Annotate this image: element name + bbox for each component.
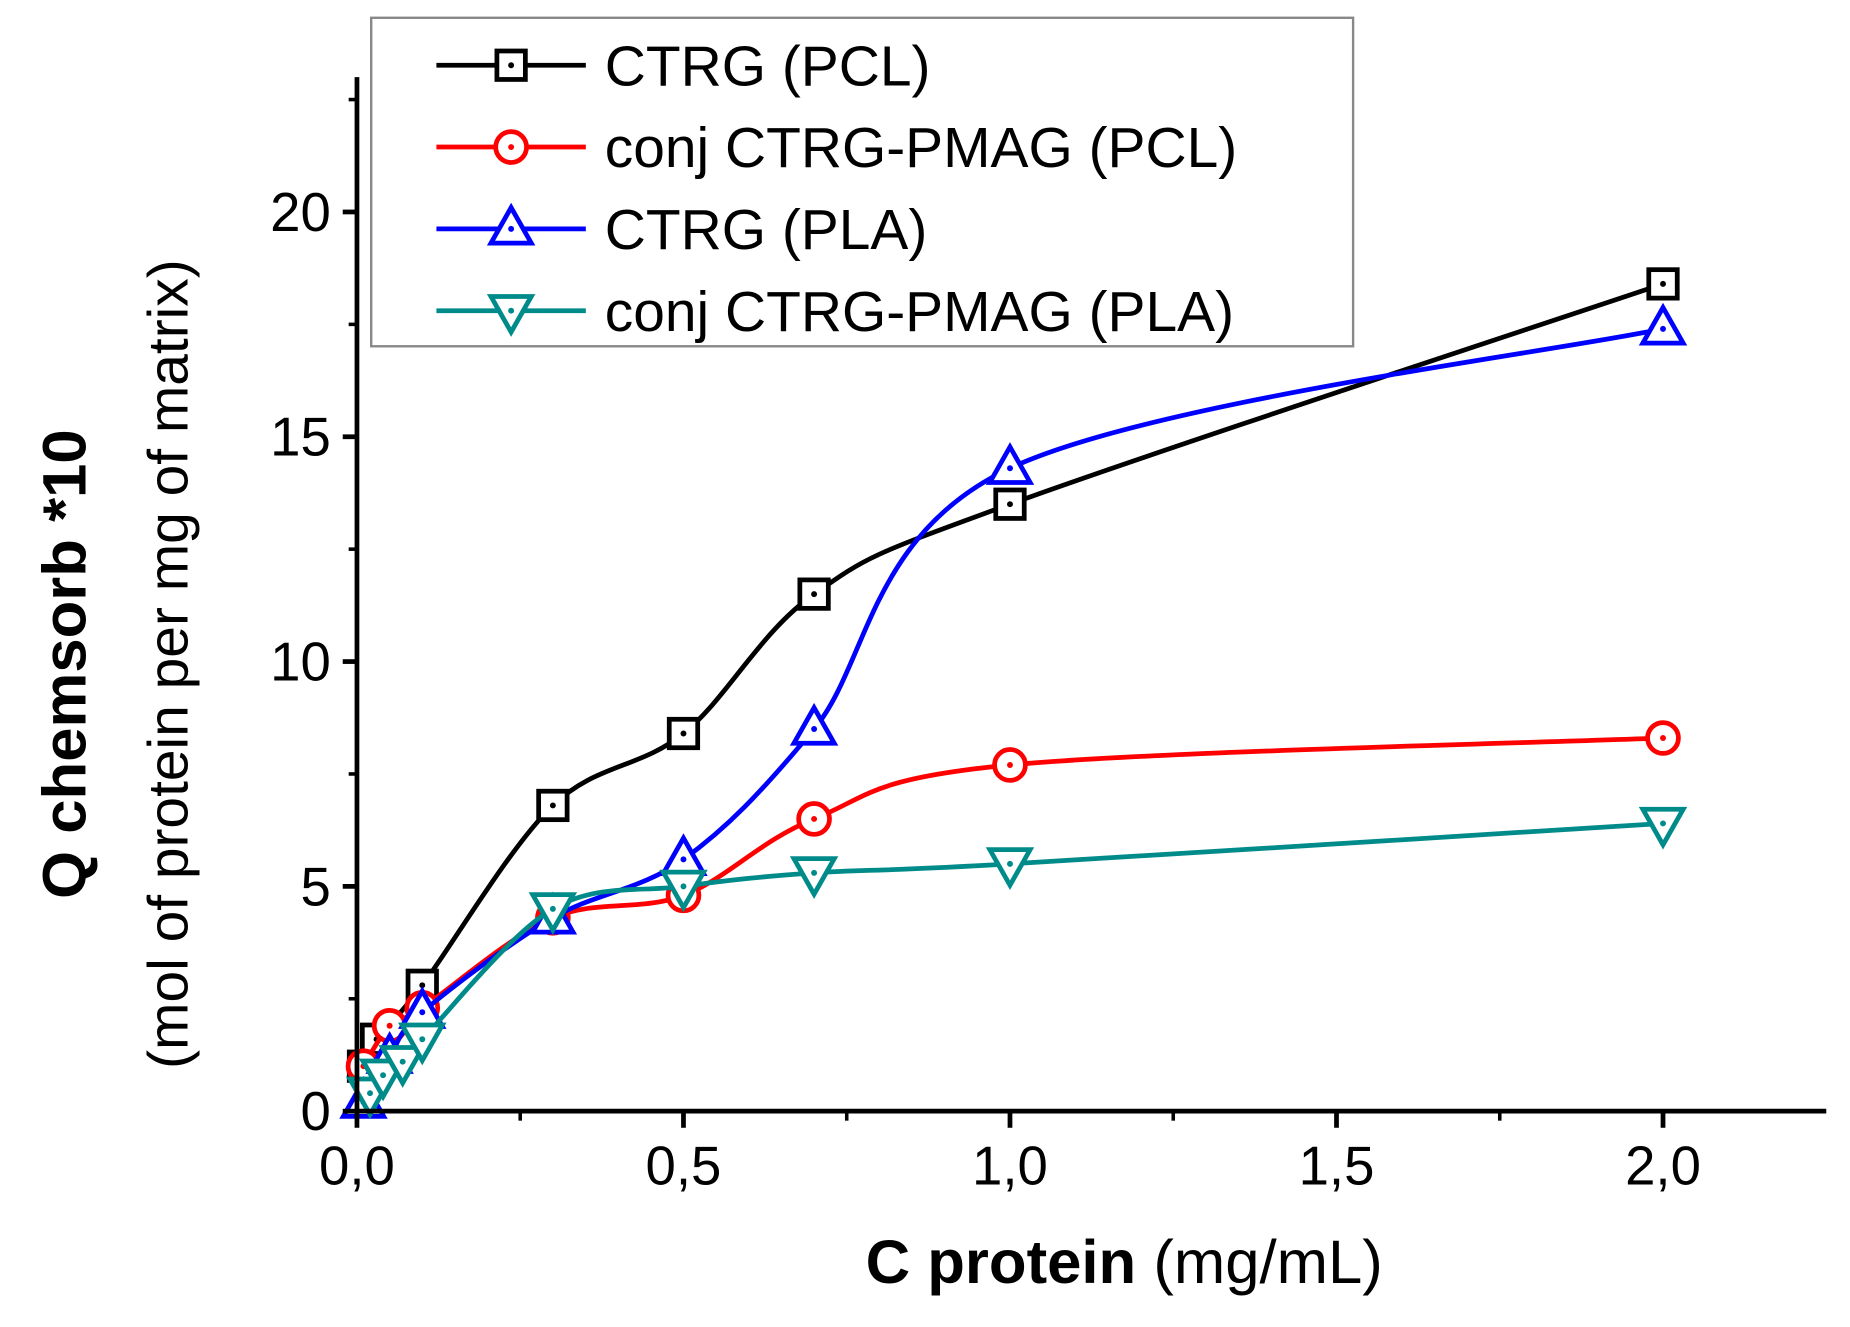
x-axis-label-bold: C protein: [866, 1228, 1137, 1297]
legend-label: CTRG (PCL): [605, 34, 931, 98]
legend-label: conj CTRG-PMAG (PCL): [605, 116, 1237, 180]
marker-center-dot: [508, 62, 515, 69]
x-tick-label: 1,5: [1299, 1136, 1375, 1197]
marker-center-dot: [419, 1009, 426, 1016]
series-2: [339, 302, 1688, 1119]
x-axis-label: C protein (mg/mL): [866, 1228, 1383, 1297]
marker-center-dot: [680, 730, 687, 737]
axes: 0,0 0,5 1,0 1,5 2,0 0 5 10 15 20: [270, 77, 1827, 1197]
marker-center-dot: [811, 591, 818, 598]
triangle-up-marker: [1638, 302, 1688, 346]
marker-center-dot: [508, 307, 515, 314]
x-axis-label-unit: (mg/mL): [1153, 1228, 1383, 1297]
marker-center-dot: [419, 982, 426, 989]
marker-center-dot: [367, 1090, 373, 1097]
series-3: [345, 806, 1688, 1120]
marker-center-dot: [419, 1036, 426, 1043]
legend-entry: conj CTRG-PMAG (PCL): [436, 116, 1237, 180]
legend-label: conj CTRG-PMAG (PLA): [605, 280, 1234, 344]
marker-center-dot: [508, 225, 515, 232]
y-tick-label: 5: [301, 856, 331, 917]
marker-center-dot: [380, 1072, 387, 1079]
triangle-down-marker: [378, 1045, 427, 1088]
triangle-up-marker: [789, 702, 839, 746]
x-tick-label: 0,0: [319, 1136, 395, 1197]
marker-center-dot: [399, 1058, 406, 1065]
y-tick-label: 20: [270, 182, 331, 243]
marker-center-dot: [386, 1022, 393, 1029]
marker-center-dot: [1007, 501, 1013, 508]
triangle-up-marker: [659, 833, 708, 876]
marker-center-dot: [1007, 860, 1013, 867]
series-line: [361, 281, 1664, 1068]
marker-center-dot: [1660, 280, 1666, 287]
triangle-down-marker: [486, 294, 536, 337]
y-tick-label: 15: [270, 407, 331, 468]
triangle-down-marker: [659, 869, 708, 913]
marker-center-dot: [1660, 820, 1666, 827]
triangle-up-marker: [486, 202, 536, 246]
legend: CTRG (PCL) conj CTRG-PMAG (PCL) CTRG (PLA)…: [370, 16, 1355, 348]
marker-center-dot: [508, 144, 515, 151]
marker-center-dot: [811, 869, 818, 876]
y-axis-label-bold: Q chemsorb *10: [30, 429, 99, 898]
legend-entry: CTRG (PLA): [436, 198, 927, 262]
plot-area: [339, 267, 1688, 1120]
marker-center-dot: [1660, 735, 1666, 741]
marker-center-dot: [1007, 465, 1013, 472]
marker-center-dot: [811, 726, 818, 732]
marker-center-dot: [680, 883, 687, 890]
marker-center-dot: [680, 856, 687, 863]
marker-center-dot: [1007, 762, 1013, 768]
triangle-down-marker: [528, 892, 578, 936]
marker-center-dot: [811, 815, 818, 822]
x-tick-label: 0,5: [646, 1136, 722, 1197]
x-tick-label: 2,0: [1625, 1136, 1701, 1197]
triangle-down-marker: [1638, 806, 1688, 850]
triangle-up-marker: [985, 442, 1035, 485]
marker-center-dot: [1660, 325, 1666, 332]
legend-box: [370, 16, 1355, 348]
legend-entry: conj CTRG-PMAG (PLA): [436, 280, 1234, 344]
marker-center-dot: [549, 802, 556, 809]
square-marker: [666, 716, 701, 751]
triangle-down-marker: [985, 847, 1035, 891]
legend-entry: CTRG (PCL): [436, 34, 930, 98]
x-tick-label: 1,0: [972, 1136, 1048, 1197]
y-tick-label: 10: [270, 632, 331, 693]
y-tick-label: 0: [301, 1081, 331, 1142]
triangle-down-marker: [398, 1022, 447, 1066]
y-axis-label-unit: (mol of protein per mg of matrix): [136, 259, 200, 1069]
series-line: [361, 326, 1664, 1104]
marker-center-dot: [549, 905, 556, 912]
series-0: [346, 267, 1680, 1083]
legend-label: CTRG (PLA): [605, 198, 927, 262]
triangle-down-marker: [789, 856, 839, 900]
